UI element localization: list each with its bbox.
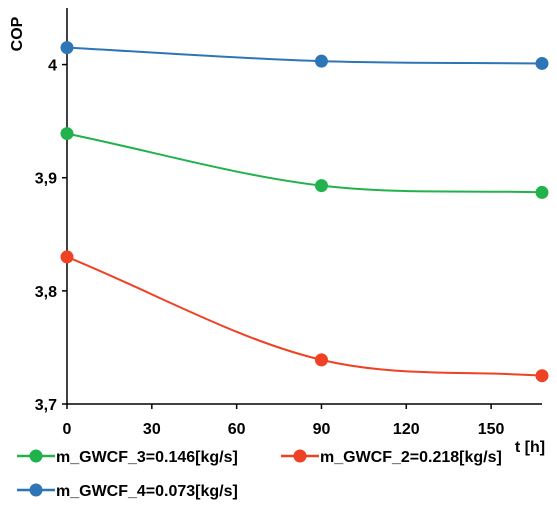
x-tick-label: 0 xyxy=(63,421,72,438)
series-line-1 xyxy=(66,46,543,65)
data-point xyxy=(535,369,549,383)
x-tick-label: 60 xyxy=(228,421,246,438)
data-point xyxy=(60,41,74,55)
series-line-3 xyxy=(66,255,543,377)
chart-ticks: 3,7 3,8 3,9 4 0 30 60 90 120 150 xyxy=(35,58,505,438)
chart-axes xyxy=(66,8,542,405)
y-tick-label: 3,8 xyxy=(35,284,57,301)
chart-legend: m_GWCF_3=0.146[kg/s] m_GWCF_2=0.218[kg/s]… xyxy=(17,449,502,500)
legend-marker xyxy=(293,449,307,463)
y-tick-label: 4 xyxy=(48,58,57,75)
legend-marker xyxy=(29,449,43,463)
data-point xyxy=(535,185,549,199)
data-point xyxy=(60,127,74,141)
data-point xyxy=(314,179,328,193)
legend-marker xyxy=(29,483,43,497)
legend-label: m_GWCF_3=0.146[kg/s] xyxy=(56,449,238,466)
x-tick-label: 90 xyxy=(313,421,331,438)
x-tick-label: 150 xyxy=(478,421,505,438)
legend-label: m_GWCF_4=0.073[kg/s] xyxy=(56,483,238,500)
data-point xyxy=(535,56,549,70)
series-line-2 xyxy=(66,132,543,194)
x-tick-label: 120 xyxy=(393,421,420,438)
x-axis-label: t [h] xyxy=(515,439,545,456)
y-tick-label: 3,9 xyxy=(35,171,57,188)
data-point xyxy=(314,353,328,367)
x-tick-label: 30 xyxy=(143,421,161,438)
y-tick-label: 3,7 xyxy=(35,397,57,414)
data-point xyxy=(60,250,74,264)
data-point xyxy=(314,54,328,68)
chart-series xyxy=(60,41,549,383)
legend-label: m_GWCF_2=0.218[kg/s] xyxy=(320,449,502,466)
y-axis-label: COP xyxy=(9,16,26,51)
